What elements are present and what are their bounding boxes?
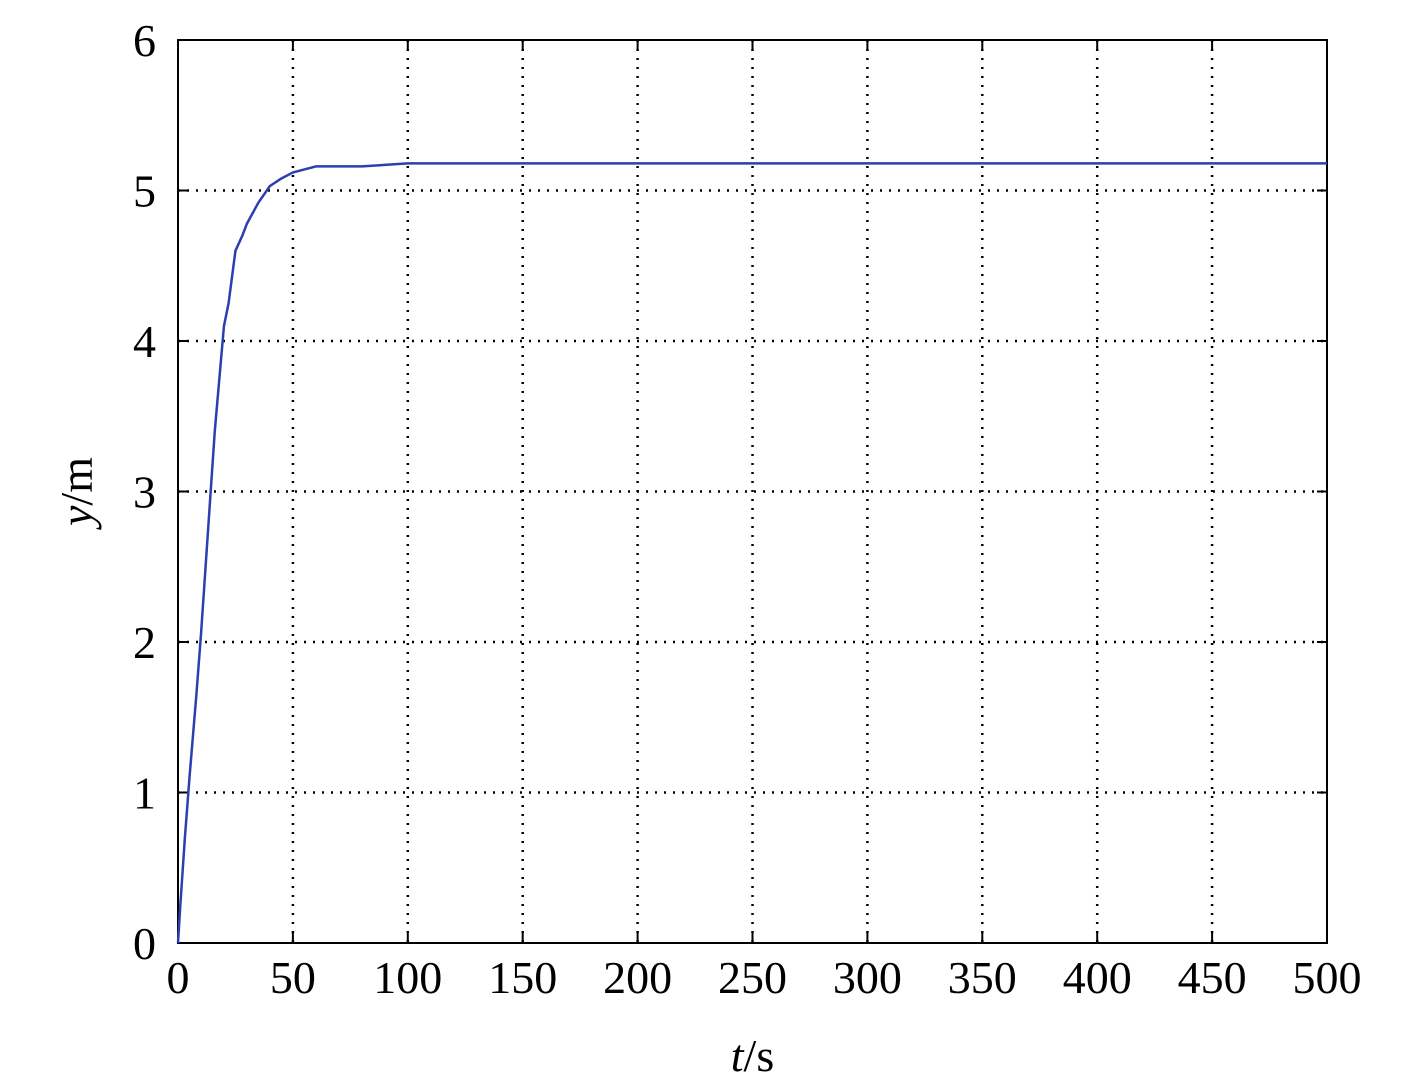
x-tick-label: 450 [1178,952,1247,1003]
x-tick-label: 100 [373,952,442,1003]
x-tick-label: 150 [488,952,557,1003]
series-line [176,162,1327,944]
y-axis-var: y [51,505,102,530]
y-tick-label: 5 [133,166,156,217]
x-tick-label: 300 [833,952,902,1003]
x-tick-label: 200 [603,952,672,1003]
y-tick-label: 2 [133,617,156,668]
x-tick-label: 500 [1293,952,1362,1003]
series-group [176,162,1327,944]
x-axis-unit: /s [744,1030,775,1081]
x-axis-var: t [731,1030,745,1081]
y-tick-label: 4 [133,316,156,367]
x-tick-labels: 0 50 100 150 200 250 300 350 400 450 500 [167,952,1362,1003]
x-tick-label: 350 [948,952,1017,1003]
x-tick-label: 0 [167,952,190,1003]
x-axis-label: t/s [731,1030,774,1081]
y-tick-label: 6 [133,15,156,66]
grid-lines [178,40,1327,943]
y-tick-label: 3 [133,467,156,518]
y-axis-unit: /m [51,457,102,506]
x-tick-label: 50 [270,952,316,1003]
y-tick-label: 0 [133,918,156,969]
x-tick-label: 400 [1063,952,1132,1003]
y-axis-label: y/m [51,457,102,530]
y-tick-label: 1 [133,768,156,819]
y-tick-labels: 0 1 2 3 4 5 6 [133,15,156,969]
x-tick-label: 250 [718,952,787,1003]
